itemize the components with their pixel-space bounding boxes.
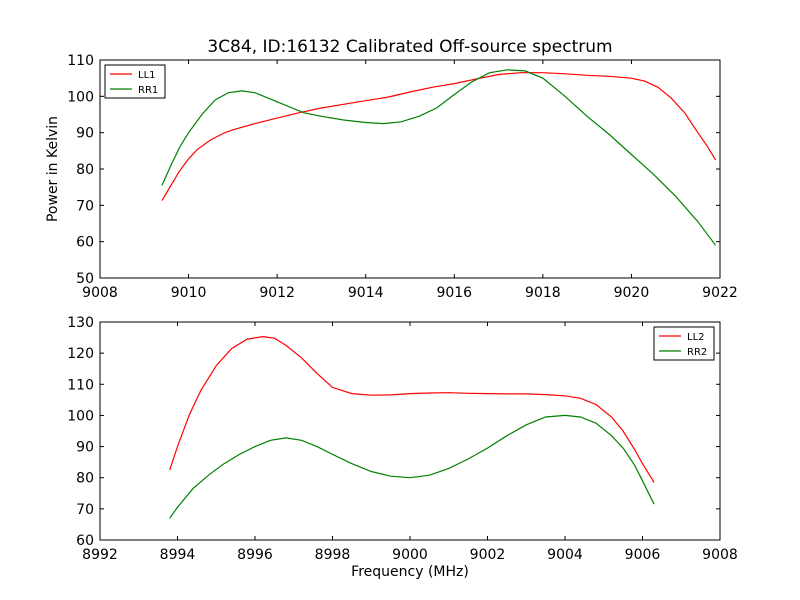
top-panel: 9008 9010 9012 9014 9016 9018 9020 9022 50 60 70 80… <box>45 53 738 301</box>
y-tick-label: 110 <box>67 53 94 69</box>
x-tick-label: 9022 <box>702 285 738 301</box>
y-tick-label: 80 <box>76 162 94 178</box>
series-line-ll2 <box>169 335 655 483</box>
plot-frame <box>99 321 721 541</box>
y-tick-label: 60 <box>76 533 94 549</box>
y-tick-label: 80 <box>76 471 94 487</box>
y-axis-label: Power in Kelvin <box>45 116 61 222</box>
y-tick-label: 70 <box>76 502 94 518</box>
x-tick-label: 8998 <box>315 547 351 563</box>
y-tick-label: 100 <box>67 408 94 424</box>
legend-entry: LL2 <box>687 332 705 343</box>
x-tick-label: 9016 <box>436 285 472 301</box>
y-tick-label: 130 <box>67 315 94 331</box>
x-tick-label: 9006 <box>625 547 661 563</box>
x-tick-label: 9020 <box>614 285 650 301</box>
bottom-panel: 8992 8994 8996 8998 9000 9002 9004 9006 9008 60 70… <box>67 315 738 563</box>
legend-entry: RR2 <box>687 347 707 358</box>
y-tick-label: 90 <box>76 126 94 142</box>
x-tick-label: 8994 <box>160 547 196 563</box>
x-tick-label: 9004 <box>547 547 583 563</box>
x-tick-label: 9010 <box>171 285 207 301</box>
y-tick-label: 90 <box>76 440 94 456</box>
y-tick-label: 70 <box>76 198 94 214</box>
x-tick-label: 9008 <box>702 547 738 563</box>
series-line-rr2 <box>169 414 655 519</box>
x-tick-label: 8996 <box>237 547 273 563</box>
plot-frame <box>99 59 721 279</box>
chart-title: 3C84, ID:16132 Calibrated Off-source spe… <box>207 37 612 57</box>
legend-entry: RR1 <box>138 85 158 96</box>
y-tick-label: 100 <box>67 89 94 105</box>
legend-box <box>104 64 166 99</box>
x-axis-label: Frequency (MHz) <box>351 564 469 580</box>
x-tick-label: 9008 <box>82 285 118 301</box>
legend-entry: LL1 <box>138 70 156 81</box>
y-tick-label: 60 <box>76 235 94 251</box>
x-tick-label: 9018 <box>525 285 561 301</box>
x-tick-label: 9014 <box>348 285 384 301</box>
x-tick-label: 9012 <box>259 285 295 301</box>
y-tick-label: 110 <box>67 377 94 393</box>
x-tick-label: 9000 <box>392 547 428 563</box>
series-line-rr1 <box>161 69 717 246</box>
series-line-ll1 <box>161 72 717 201</box>
y-tick-label: 120 <box>67 346 94 362</box>
x-tick-label: 8992 <box>82 547 118 563</box>
legend-box <box>653 326 715 361</box>
y-tick-label: 50 <box>76 271 94 287</box>
x-tick-label: 9002 <box>470 547 506 563</box>
